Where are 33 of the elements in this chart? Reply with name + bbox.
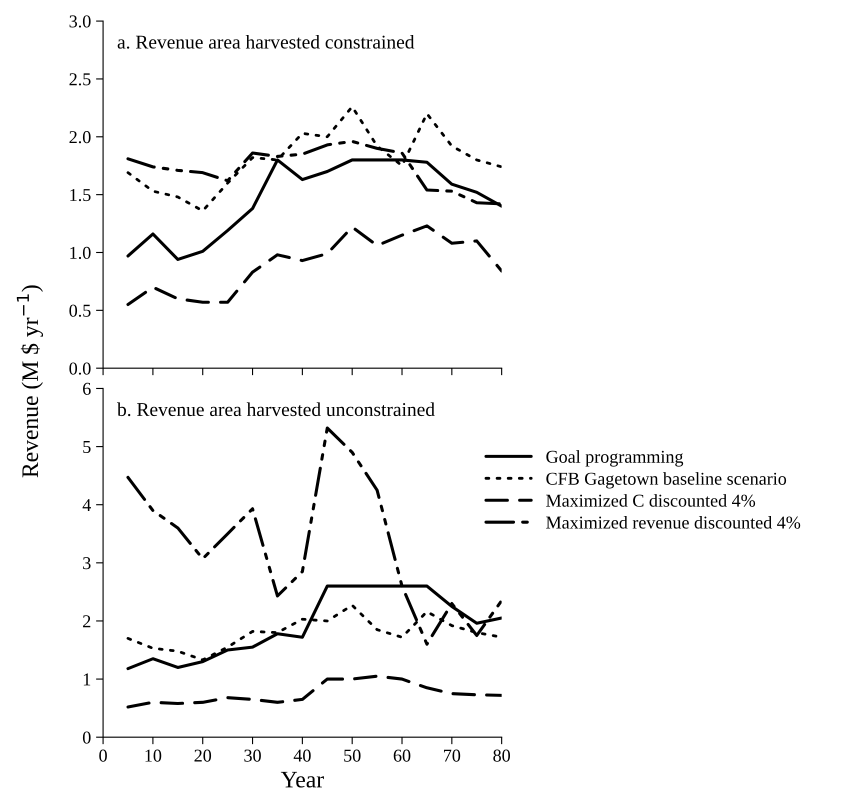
y-tick-label: 0 — [82, 731, 91, 744]
y-tick-label: 5 — [83, 441, 91, 454]
y-tick-label: 2 — [83, 615, 90, 628]
y-tick-label: 1.5 — [70, 188, 91, 202]
y-axis-title: Revenue (M $ yr$^{−1}$) — [16, 285, 44, 478]
x-tick-label: 80 — [493, 750, 510, 762]
y-tick-label: 1.0 — [70, 246, 91, 260]
legend-label: Maximized C discounted 4% — [546, 494, 756, 507]
legend-label: Goal programming — [546, 450, 684, 467]
x-tick-label: 70 — [444, 750, 460, 762]
text: b. Revenue area harvested unconstrained — [117, 402, 435, 416]
line-series — [126, 224, 502, 306]
x-tick-label: 40 — [294, 750, 311, 762]
legend-label: Maximized revenue discounted 4% — [546, 516, 800, 529]
text: a. Revenue area harvested constrained — [118, 34, 414, 49]
legend-label: CFB Gagetown baseline scenario — [546, 472, 786, 489]
y-tick-label: 3 — [83, 557, 91, 570]
y-tick-label: 4 — [82, 499, 91, 511]
y-tick-label: 2.5 — [70, 73, 91, 86]
line-series — [126, 674, 502, 709]
y-tick-label: 1 — [84, 673, 90, 686]
x-tick-label: 20 — [194, 750, 212, 762]
x-tick-label: 60 — [394, 750, 410, 762]
y-tick-label: 0.5 — [69, 304, 91, 317]
y-tick-label: 0.0 — [69, 362, 91, 375]
x-axis-title: Year — [280, 772, 324, 788]
x-tick-label: 0 — [99, 750, 107, 762]
x-tick-label: 30 — [244, 750, 261, 762]
x-tick-label: 50 — [344, 750, 361, 762]
y-tick-label: 2.0 — [70, 131, 91, 144]
y-tick-label: 3.0 — [70, 15, 91, 28]
y-tick-label: 6 — [83, 382, 91, 395]
x-tick-label: 10 — [145, 750, 162, 762]
